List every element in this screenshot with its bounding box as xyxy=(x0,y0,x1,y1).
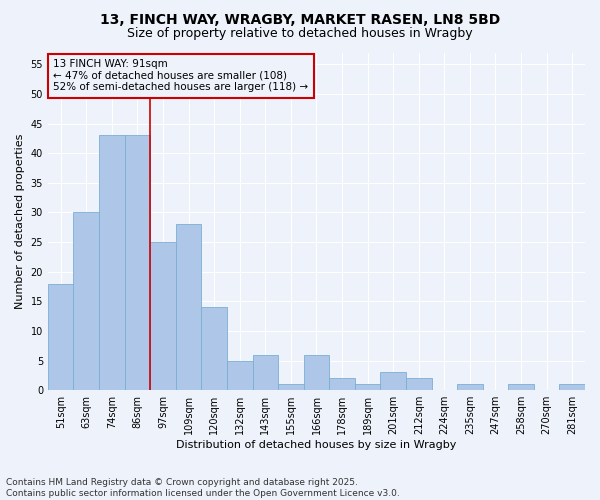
Bar xyxy=(559,384,585,390)
Bar xyxy=(99,136,125,390)
Bar xyxy=(406,378,431,390)
X-axis label: Distribution of detached houses by size in Wragby: Distribution of detached houses by size … xyxy=(176,440,457,450)
Bar xyxy=(253,354,278,390)
Bar xyxy=(329,378,355,390)
Bar xyxy=(508,384,534,390)
Text: 13, FINCH WAY, WRAGBY, MARKET RASEN, LN8 5BD: 13, FINCH WAY, WRAGBY, MARKET RASEN, LN8… xyxy=(100,12,500,26)
Bar xyxy=(150,242,176,390)
Text: Size of property relative to detached houses in Wragby: Size of property relative to detached ho… xyxy=(127,28,473,40)
Bar xyxy=(304,354,329,390)
Bar xyxy=(355,384,380,390)
Bar xyxy=(457,384,482,390)
Bar xyxy=(278,384,304,390)
Bar xyxy=(125,136,150,390)
Bar xyxy=(176,224,202,390)
Bar xyxy=(380,372,406,390)
Bar xyxy=(202,308,227,390)
Y-axis label: Number of detached properties: Number of detached properties xyxy=(15,134,25,309)
Text: 13 FINCH WAY: 91sqm
← 47% of detached houses are smaller (108)
52% of semi-detac: 13 FINCH WAY: 91sqm ← 47% of detached ho… xyxy=(53,60,308,92)
Bar xyxy=(227,360,253,390)
Text: Contains HM Land Registry data © Crown copyright and database right 2025.
Contai: Contains HM Land Registry data © Crown c… xyxy=(6,478,400,498)
Bar xyxy=(48,284,73,390)
Bar xyxy=(73,212,99,390)
